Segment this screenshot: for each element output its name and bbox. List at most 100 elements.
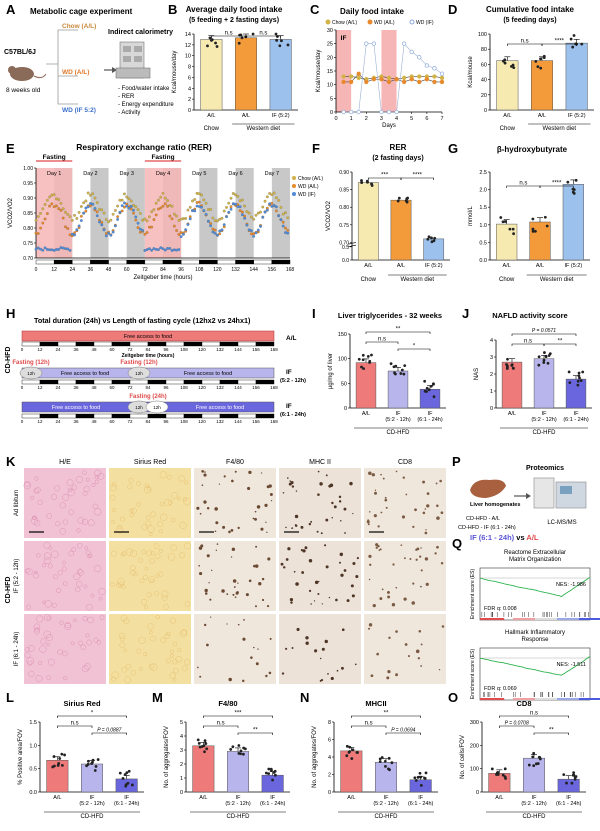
tick-label: 96 <box>163 419 169 424</box>
y-axis-label: Kcal/mouse/day <box>316 50 322 93</box>
rer-point <box>184 228 188 232</box>
y-tick-label: 0.0 <box>29 790 37 796</box>
rer-point <box>134 215 138 219</box>
panel-letter-k: K <box>6 454 16 469</box>
rer-point <box>41 207 45 211</box>
rer-point <box>279 205 283 209</box>
series-point <box>439 75 445 80</box>
sig-bracket <box>543 343 577 346</box>
gsea-rank-bar <box>513 698 538 700</box>
histology-image <box>109 541 191 611</box>
stain-feature <box>208 582 210 584</box>
sig-label: *** <box>381 173 389 179</box>
data-point <box>57 762 61 765</box>
rer-point <box>154 213 158 217</box>
y-tick-label: 0.80 <box>23 226 33 232</box>
zeitgeber-bar <box>129 341 149 347</box>
data-point <box>404 199 408 203</box>
tissue-feature <box>44 600 52 608</box>
data-point <box>534 60 538 63</box>
sig-bracket <box>511 333 577 336</box>
row-label-if24: IF <box>286 403 292 410</box>
y-tick-label: 5 <box>330 96 333 102</box>
rer-point <box>250 229 253 233</box>
x-tick-label: 120 <box>213 267 222 273</box>
stain-feature <box>203 473 207 477</box>
stain-feature <box>424 531 428 535</box>
p-value-label: P = 0.0571 <box>532 328 556 334</box>
tissue-feature <box>46 615 52 621</box>
stain-feature <box>321 647 325 651</box>
footer-label: CD-HFD <box>227 814 251 820</box>
tissue-feature <box>42 563 47 568</box>
bar <box>523 757 545 793</box>
stain-feature <box>436 545 439 549</box>
data-point <box>570 781 574 785</box>
data-point <box>275 35 279 38</box>
tissue-feature <box>144 486 152 494</box>
gsea-rank-bar <box>535 618 560 620</box>
stain-feature <box>201 484 204 486</box>
data-point <box>512 66 516 70</box>
rer-point <box>277 214 281 218</box>
stain-feature <box>351 594 355 598</box>
series-point <box>417 55 422 60</box>
data-point <box>562 773 566 777</box>
rer-point <box>68 248 72 252</box>
group-chow-label: Chow (A/L) <box>62 23 96 30</box>
stain-feature <box>426 492 430 495</box>
tissue-feature <box>62 560 66 565</box>
tissue-feature <box>184 659 191 666</box>
zeitgeber-bar <box>90 259 109 265</box>
rer-point <box>143 232 147 236</box>
rer-point <box>161 247 165 251</box>
tissue-feature <box>36 615 44 623</box>
fasting-region <box>336 30 352 112</box>
series-point <box>409 77 414 82</box>
tick-label: 24 <box>55 385 61 390</box>
x-tick-label: 132 <box>231 267 240 273</box>
stain-feature <box>340 519 342 522</box>
y-tick-label: 50 <box>341 381 347 387</box>
rer-point <box>177 233 181 236</box>
tissue-feature <box>149 558 155 564</box>
y-axis-label: NAS <box>474 368 480 380</box>
rer-point <box>43 246 47 250</box>
night-band <box>126 168 145 258</box>
stain-feature <box>414 508 417 512</box>
histology-image <box>194 468 276 538</box>
row-label-if24-detail: (6:1 - 24h) <box>280 412 306 418</box>
bar <box>387 370 409 409</box>
stain-feature <box>230 556 233 558</box>
tissue-feature <box>131 507 137 514</box>
rer-point <box>45 198 49 202</box>
stain-feature <box>320 678 324 682</box>
tissue-feature <box>159 471 167 479</box>
rer-point <box>136 208 140 212</box>
series-point <box>364 79 369 85</box>
tissue-feature <box>35 674 43 682</box>
gsea-rank-bar <box>480 618 505 620</box>
stain-feature <box>209 616 212 618</box>
data-point <box>365 179 369 183</box>
lcms-label: LC-MS/MS <box>547 520 576 526</box>
y-tick-label: 15 <box>327 69 333 75</box>
y-tick-label: 14 <box>185 32 191 38</box>
if-label: IF <box>341 35 347 42</box>
tissue-feature <box>46 675 52 680</box>
stain-feature <box>228 677 232 682</box>
data-point <box>577 374 581 378</box>
panel-d: D Cumulative food intake (5 feeding days… <box>448 2 594 132</box>
tissue-feature <box>48 658 55 666</box>
stain-feature <box>290 601 293 604</box>
series-point <box>386 109 392 115</box>
y-tick-label: 0.90 <box>23 196 33 202</box>
y-tick-label: 4 <box>188 86 191 92</box>
rer-point <box>113 224 117 228</box>
stain-feature <box>395 630 398 633</box>
panel-letter-n: N <box>300 690 309 705</box>
rer-point <box>261 215 265 219</box>
tick-label: 156 <box>252 385 260 390</box>
rer-point <box>225 215 228 219</box>
bar <box>357 182 379 261</box>
